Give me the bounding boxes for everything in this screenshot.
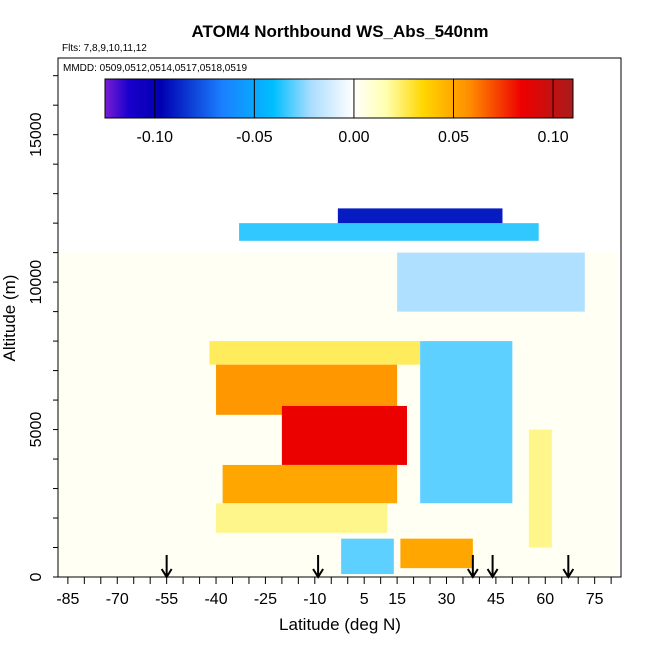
x-tick-label: -40 [204,591,227,608]
colorbar-tick-label: 0.05 [438,129,469,146]
colorbar-gradient [104,78,574,119]
heatmap-region-top-dark-blue [337,208,503,224]
x-tick-label: 75 [586,591,604,608]
arrow-marker [486,555,499,579]
x-axis: -85 -70 -55 -40 -25 -10 5 15 30 45 60 75 [56,577,612,608]
arrow-marker [312,555,324,579]
heatmap-region-upper-blue-band [239,223,539,241]
arrow-marker [466,555,479,579]
colorbar: -0.10 -0.05 0.00 0.05 0.10 [104,78,574,146]
x-tick-label: 5 [360,591,369,608]
y-axis-label: Altitude (m) [0,275,19,362]
colorbar-tick-label: 0.00 [338,129,369,146]
mmdd-label: MMDD: 0509,0512,0514,0517,0518,0519 [63,63,247,74]
x-tick-label: 60 [536,591,554,608]
chart-title: ATOM4 Northbound WS_Abs_540nm [192,22,489,41]
y-axis: 0 5000 10000 15000 [28,75,58,581]
heatmap-region-yellow-layer [209,341,421,365]
colorbar-tick-label: -0.10 [137,129,174,146]
heatmap-region-surface-blue [341,538,394,575]
arrows [160,555,575,579]
heatmap-region-surface-orange [400,538,473,569]
x-tick-label: 30 [438,591,456,608]
x-tick-label: -55 [155,591,178,608]
heatmap-region-red-core [281,405,407,465]
plot-frame [57,57,622,578]
heatmap-region-blue-wedge [420,341,513,504]
heatmap-region-orange-lower [222,464,398,504]
colorbar-tick-label: -0.05 [236,129,273,146]
x-tick-label: -10 [303,591,326,608]
heatmap-region-mid-light-blue [397,252,585,312]
y-tick-label: 10000 [28,260,45,305]
x-tick-label: -70 [106,591,129,608]
y-tick-label: 0 [28,572,45,581]
arrow-marker [160,555,173,579]
flights-label: Flts: 7,8,9,10,11,12 [62,43,147,54]
x-axis-label: Latitude (deg N) [279,615,401,634]
y-tick-label: 15000 [28,112,45,157]
heatmap-region-right-yellow-strip [528,429,552,548]
heatmap-region-yellow-lower [216,503,388,533]
x-tick-label: -85 [56,591,79,608]
x-tick-label: 15 [388,591,406,608]
x-tick-label: -25 [254,591,277,608]
arrow-marker [562,555,575,579]
y-tick-label: 5000 [28,412,45,448]
heatmap-field [58,208,618,577]
x-tick-label: 45 [487,591,505,608]
colorbar-tick-label: 0.10 [538,129,569,146]
